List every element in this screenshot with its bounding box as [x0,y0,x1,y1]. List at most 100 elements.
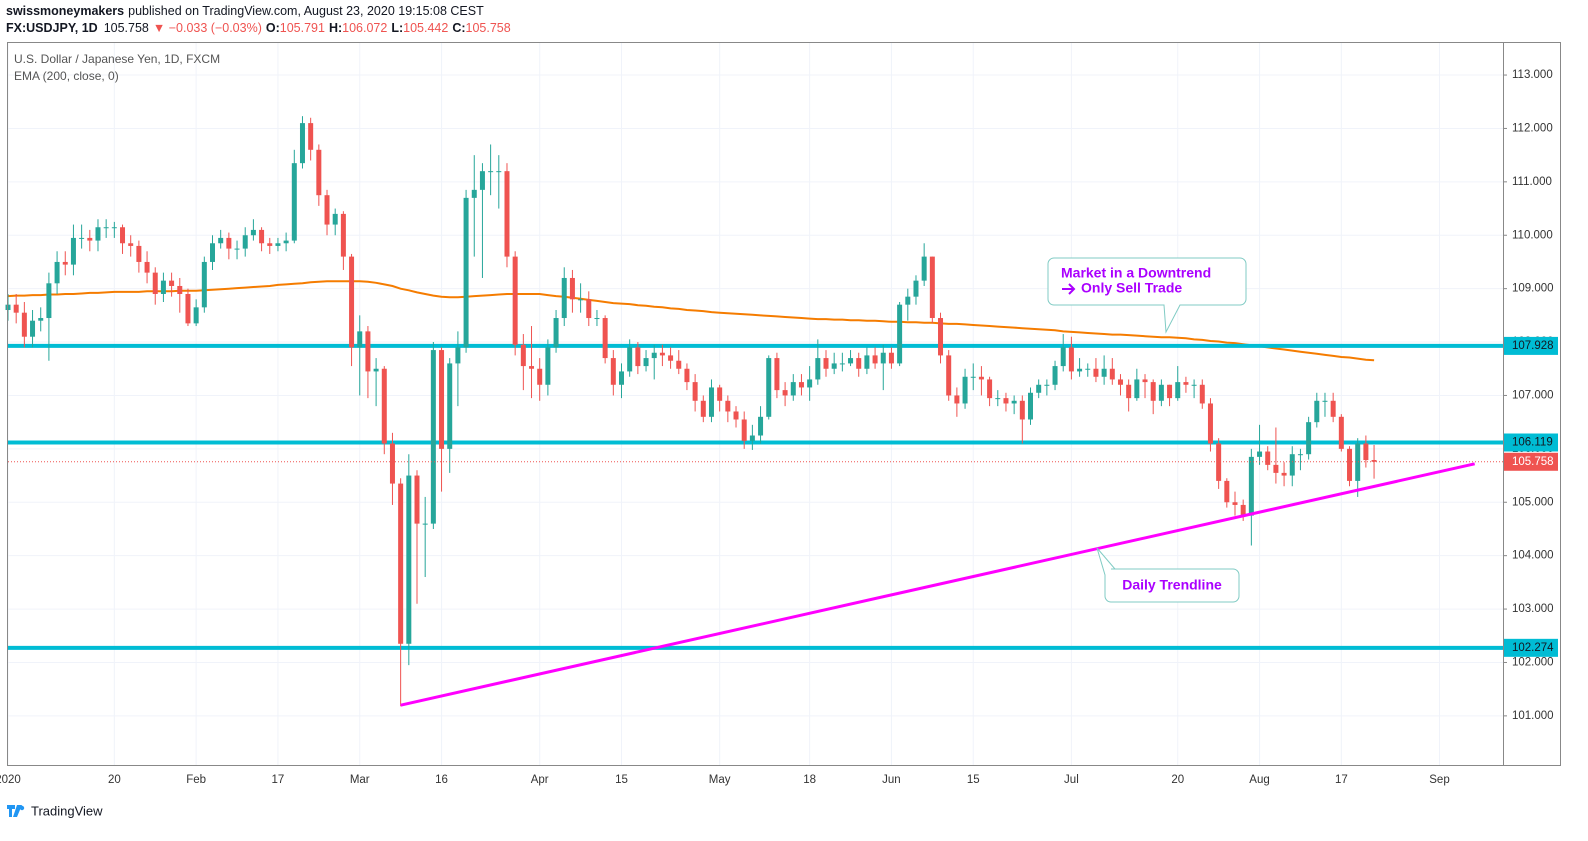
candle-body [1191,384,1197,386]
candle-body [848,358,854,364]
candle-body [766,358,772,417]
callout-text: Only Sell Trade [1081,280,1182,296]
y-tick-label: 109.000 [1512,283,1554,295]
level-price-box [1504,638,1558,657]
level-price-box [1504,336,1558,355]
candle-body [259,229,265,244]
candle-body [602,318,608,359]
l-prefix: L: [391,21,403,35]
candle-body [422,523,428,525]
x-tick-label: 16 [435,774,448,786]
candle-body [1257,451,1263,457]
candle-body [897,304,903,364]
x-tick-label: Jul [1064,774,1079,786]
ema-line [7,280,1375,362]
candle-body [1240,504,1246,516]
candle-body [160,280,166,294]
candle-body [1142,379,1148,383]
publish-line: swissmoneymakers published on TradingView… [6,4,484,18]
candle-body [872,355,878,364]
candle-body [627,347,633,372]
candle-body [185,293,191,324]
symbol: FX:USDJPY, 1D [6,21,98,35]
callout-trendline: Daily Trendline [1096,547,1240,603]
candle-body [913,280,919,297]
candle-body [1150,382,1156,401]
candle-body [1167,384,1173,399]
candle-body [398,483,404,644]
candle-body [1093,368,1099,377]
candle-body [1232,502,1238,505]
candle-body [38,318,44,321]
candle-body [332,213,338,225]
candle-body [586,299,592,319]
level-price-label: 102.274 [1512,642,1554,654]
candle-body [815,358,821,380]
candle-body [316,149,322,196]
candle-body [1347,448,1353,481]
candle-body [152,272,158,294]
candle-body [210,243,215,262]
candle-body [455,347,461,364]
candle-body [1028,392,1033,420]
candle-body [299,123,305,164]
candle-body [782,390,788,396]
candle-body [439,350,445,449]
x-tick-label: Apr [531,774,549,786]
candle-body [954,395,960,404]
callout-box [1096,547,1240,603]
candle-body [349,256,355,348]
candle-body [946,355,952,396]
y-tick-label: 110.000 [1512,229,1553,241]
candle-body [962,376,968,404]
x-tick-label: 17 [272,774,285,786]
candle-body [520,344,526,367]
candle-body [54,261,60,284]
candle-body [717,387,723,401]
candle-body [496,171,502,173]
candle-body [888,352,894,364]
candle-body [430,350,436,524]
x-tick-label: 2020 [0,774,21,786]
candle-body [978,376,984,380]
series-title: U.S. Dollar / Japanese Yen, 1D, FXCM [14,52,220,66]
callout-arrow [1062,283,1076,295]
published: published on TradingView.com, August 23,… [128,4,484,18]
footer-logo [7,805,25,817]
candle-body [1060,347,1066,367]
author: swissmoneymakers [6,4,124,18]
candle-body [291,163,297,241]
candle-body [324,195,330,225]
candle-body [95,227,101,241]
o-prefix: O: [266,21,280,35]
candle-body [357,331,363,348]
y-tick-label: 101.000 [1512,710,1554,722]
candle-body [193,307,199,324]
candle-body [1355,443,1361,481]
candle-body [676,360,682,369]
candle-body [340,213,346,257]
candle-body [111,227,117,229]
candle-body [995,398,1001,400]
candle-body [970,376,976,378]
candle-body [103,227,109,229]
x-tick-label: 20 [1171,774,1184,786]
candle-body [144,261,150,273]
candle-body [1248,456,1254,516]
x-tick-label: 18 [803,774,816,786]
candle-body [529,366,535,369]
change: ▼ −0.033 (−0.03%) [153,21,262,35]
y-tick-label: 107.000 [1512,389,1554,401]
candle-body [929,256,935,319]
candle-body [479,171,485,190]
candle-body [610,358,616,385]
candle-body [938,318,944,356]
candle-body [389,443,395,484]
candle-body [1003,398,1009,404]
candle-body [414,475,420,524]
candle-body [21,312,27,337]
plot [5,43,1503,765]
candle-body [1297,454,1303,456]
x-tick-label: Sep [1429,774,1449,786]
